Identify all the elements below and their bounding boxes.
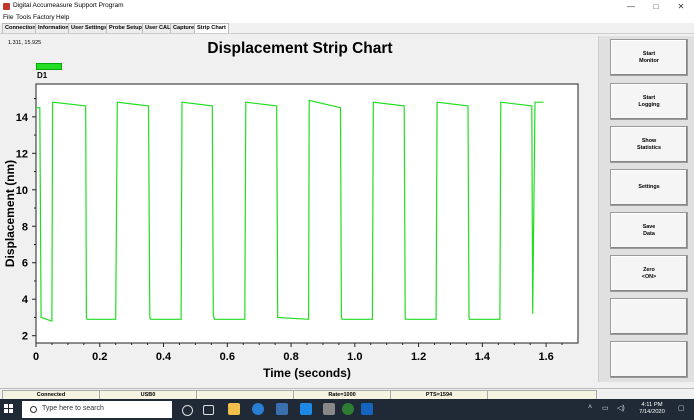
app-icon: [3, 3, 10, 10]
x-tick-label: 1.0: [347, 351, 362, 363]
tab-strip-chart[interactable]: Strip Chart: [194, 23, 229, 33]
x-tick-label: 0.2: [92, 351, 107, 363]
y-tick-label: 4: [22, 294, 29, 306]
show-statistics-button[interactable]: Show Statistics: [610, 126, 688, 163]
clock-date: 7/14/2020: [639, 409, 665, 415]
word-icon[interactable]: [361, 403, 373, 415]
coordinate-readout: 1.311, 15.925: [8, 40, 42, 46]
notifications-icon[interactable]: ▢: [678, 405, 685, 412]
y-tick-label: 8: [22, 221, 28, 233]
x-axis-label: Time (seconds): [263, 366, 351, 380]
y-tick-label: 12: [16, 148, 28, 160]
close-button[interactable]: ✕: [677, 2, 685, 11]
window-title: Digital Accumeasure Support Program: [13, 2, 124, 9]
minimize-button[interactable]: —: [627, 2, 635, 11]
cortana-icon[interactable]: [182, 405, 193, 416]
mail-icon[interactable]: [300, 403, 312, 415]
title-bar: Digital Accumeasure Support Program — □ …: [0, 0, 694, 13]
x-tick-label: 1.4: [475, 351, 491, 363]
search-icon: [30, 406, 37, 413]
edge-icon[interactable]: [252, 403, 264, 415]
tab-strip: Connection Information User Settings Pro…: [0, 23, 694, 33]
x-tick-label: 0.4: [156, 351, 172, 363]
search-placeholder: Type here to search: [42, 405, 104, 412]
legend-label: D1: [37, 71, 48, 80]
windows-start-icon[interactable]: [4, 404, 14, 414]
maximize-button[interactable]: □: [653, 2, 659, 11]
clock-time: 4:11 PM: [641, 402, 663, 408]
y-tick-label: 14: [16, 112, 29, 124]
file-explorer-icon[interactable]: [228, 403, 240, 415]
store-icon[interactable]: [276, 403, 288, 415]
menu-bar: File Tools Factory Help: [0, 13, 694, 23]
y-axis-label: Displacement (nm): [3, 160, 17, 267]
tab-information[interactable]: Information: [35, 23, 72, 33]
plot-area: [35, 83, 579, 344]
clock[interactable]: 4:11 PM 7/14/2020: [632, 402, 672, 416]
volume-icon[interactable]: ◁): [617, 405, 625, 412]
network-icon[interactable]: ▭: [602, 405, 609, 412]
tab-user-cal[interactable]: User CAL: [142, 23, 174, 33]
menu-tools[interactable]: Tools: [16, 14, 32, 21]
start-monitor-button[interactable]: Start Monitor: [610, 39, 688, 76]
y-tick-label: 6: [22, 258, 28, 270]
series-line-d1: [36, 99, 544, 322]
tab-connection[interactable]: Connection: [2, 23, 39, 33]
menu-help[interactable]: Help: [56, 14, 70, 21]
save-data-button[interactable]: Save Data: [610, 212, 688, 249]
task-view-icon[interactable]: [203, 405, 214, 415]
taskbar-search[interactable]: Type here to search: [22, 401, 172, 418]
x-tick-label: 1.2: [411, 351, 426, 363]
menu-factory[interactable]: Factory: [33, 14, 55, 21]
status-bar: Connected USB0 Rate=1000 PTS=1594: [0, 388, 694, 401]
strip-chart[interactable]: 0 0.2 0.4 0.6 0.8 1.0 1.2 1.4 1.6 2 4 6 8 10 12 14 Time …: [0, 80, 594, 386]
start-logging-button[interactable]: Start Logging: [610, 83, 688, 120]
zero-button[interactable]: Zero <ON>: [610, 255, 688, 292]
menu-file[interactable]: File: [3, 14, 14, 21]
settings-button[interactable]: Settings: [610, 169, 688, 206]
blank-button-1[interactable]: [610, 298, 688, 335]
x-tick-label: 0.8: [283, 351, 298, 363]
control-panel: Start Monitor Start Logging Show Statist…: [598, 36, 694, 382]
y-tick-label: 2: [22, 331, 28, 343]
legend-swatch: [36, 63, 62, 70]
chart-title: Displacement Strip Chart: [207, 40, 393, 57]
app-green-icon[interactable]: [342, 403, 354, 415]
x-tick-label: 0: [33, 351, 39, 363]
taskbar: Type here to search ˄ ▭ ◁) 4:11 PM 7/14/…: [0, 399, 694, 420]
tab-probe-setup[interactable]: Probe Setup: [106, 23, 145, 33]
x-tick-label: 0.6: [220, 351, 235, 363]
tab-user-settings[interactable]: User Settings: [68, 23, 111, 33]
blank-button-2[interactable]: [610, 341, 688, 378]
y-tick-label: 10: [16, 185, 28, 197]
camera-icon[interactable]: [323, 403, 335, 415]
x-tick-label: 1.6: [538, 351, 553, 363]
tray-chevron-icon[interactable]: ˄: [588, 404, 593, 411]
